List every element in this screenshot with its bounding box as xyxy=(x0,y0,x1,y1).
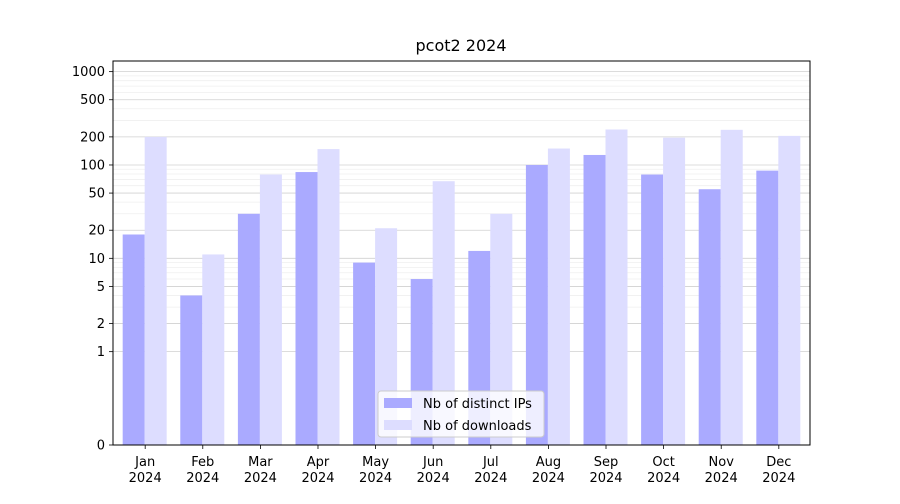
x-tick-label-year: 2024 xyxy=(244,471,277,486)
bar-downloads xyxy=(663,137,686,445)
bar-downloads xyxy=(144,136,167,445)
x-tick-label-month: Aug xyxy=(536,455,561,470)
x-tick-label-month: Jul xyxy=(482,455,499,470)
x-tick-label-year: 2024 xyxy=(301,471,334,486)
bar-downloads xyxy=(432,181,455,446)
bar-downloads xyxy=(202,254,225,445)
x-tick-label-month: Feb xyxy=(191,455,214,470)
x-tick-label-year: 2024 xyxy=(186,471,219,486)
bar-distinct-ips xyxy=(583,154,606,445)
bar-downloads xyxy=(490,213,513,445)
chart-title: pcot2 2024 xyxy=(416,36,507,55)
x-tick-label-month: Dec xyxy=(766,455,791,470)
y-tick-label: 5 xyxy=(97,280,105,295)
bar-distinct-ips xyxy=(525,164,548,446)
legend: Nb of distinct IPs Nb of downloads xyxy=(377,390,545,438)
bar-downloads xyxy=(547,148,570,445)
y-tick-label: 50 xyxy=(88,187,105,202)
y-tick-label: 1 xyxy=(97,345,105,360)
grid-layer xyxy=(113,71,810,353)
plot-frame xyxy=(112,60,811,446)
bar-downloads xyxy=(720,129,743,445)
x-axis: Jan2024Feb2024Mar2024Apr2024May2024Jun20… xyxy=(129,445,795,486)
x-tick-label-year: 2024 xyxy=(129,471,162,486)
legend-swatch-downloads xyxy=(384,420,412,430)
bar-downloads xyxy=(317,149,340,445)
bar-distinct-ips xyxy=(122,234,145,445)
y-tick-label: 2 xyxy=(97,317,105,332)
x-tick-label-month: Nov xyxy=(709,455,735,470)
x-tick-label-month: Mar xyxy=(248,455,273,470)
legend-label-distinct-ips: Nb of distinct IPs xyxy=(423,397,532,412)
bar-distinct-ips xyxy=(698,189,721,445)
bar-downloads xyxy=(778,135,801,445)
y-tick-label: 20 xyxy=(88,224,105,239)
bar-downloads xyxy=(259,174,282,446)
x-tick-label-year: 2024 xyxy=(705,471,738,486)
x-tick-label-month: Jan xyxy=(134,455,155,470)
y-tick-label: 10 xyxy=(88,252,105,267)
y-axis: 0 1 2 5 10 20 50 100 200 500 1000 xyxy=(72,65,113,454)
bar-distinct-ips xyxy=(756,170,779,445)
x-tick-label-year: 2024 xyxy=(417,471,450,486)
x-tick-label-month: Jun xyxy=(422,455,443,470)
x-tick-label-year: 2024 xyxy=(532,471,565,486)
bar-downloads xyxy=(605,129,628,445)
y-tick-label: 0 xyxy=(97,439,105,454)
x-tick-label-month: Apr xyxy=(307,455,330,470)
legend-label-downloads: Nb of downloads xyxy=(423,419,532,434)
x-tick-label-month: Oct xyxy=(652,455,674,470)
y-tick-label: 1000 xyxy=(72,65,105,80)
x-tick-label-year: 2024 xyxy=(647,471,680,486)
x-tick-label-year: 2024 xyxy=(589,471,622,486)
legend-swatch-distinct-ips xyxy=(384,398,412,408)
bar-distinct-ips xyxy=(237,213,260,445)
x-tick-label-year: 2024 xyxy=(762,471,795,486)
x-tick-label-year: 2024 xyxy=(359,471,392,486)
y-tick-label: 500 xyxy=(80,93,105,108)
bar-distinct-ips xyxy=(353,262,376,445)
y-tick-label: 100 xyxy=(80,158,105,173)
x-tick-label-month: Sep xyxy=(594,455,619,470)
bar-distinct-ips xyxy=(180,295,203,445)
x-tick-label-month: May xyxy=(362,455,389,470)
bar-distinct-ips xyxy=(295,172,318,445)
x-tick-label-year: 2024 xyxy=(474,471,507,486)
legend-box xyxy=(377,390,545,438)
y-tick-label: 200 xyxy=(80,130,105,145)
bar-distinct-ips xyxy=(641,174,664,446)
bars-layer xyxy=(122,129,801,446)
